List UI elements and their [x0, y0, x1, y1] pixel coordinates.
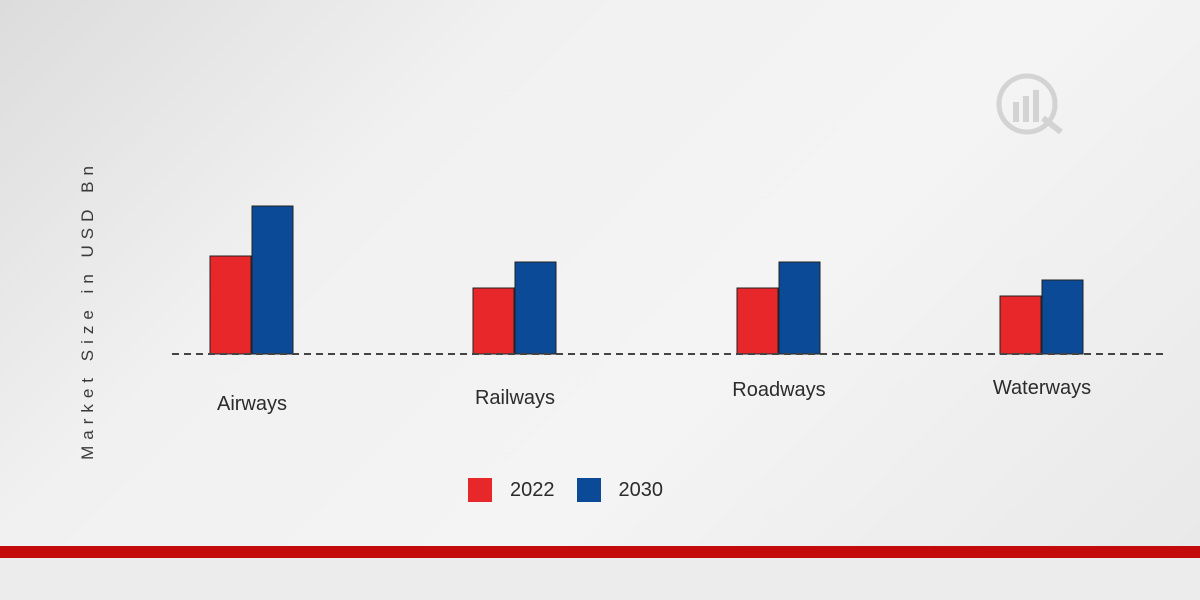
- bar-waterways-2030: [1041, 279, 1084, 355]
- bar-railways-2022: [472, 287, 515, 355]
- bar-roadways-2030: [778, 261, 821, 355]
- bar-railways-2030: [514, 261, 557, 355]
- x-tick-label-airways: Airways: [216, 393, 288, 415]
- legend-swatch-2030: [576, 478, 601, 502]
- x-tick-label-waterways: Waterways: [992, 377, 1092, 399]
- y-axis-label: Market Size in USD Bn: [78, 160, 97, 460]
- legend-swatch-2022: [468, 478, 492, 502]
- legend-item-2022: 2022: [468, 478, 555, 502]
- footer-accent-bar: [0, 546, 1200, 558]
- bar-airways-2030: [251, 205, 294, 355]
- x-tick-label-railways: Railways: [474, 387, 556, 409]
- legend-label-2022: 2022: [510, 478, 555, 501]
- legend: 2022 2030: [468, 478, 685, 502]
- legend-item-2030: 2030: [576, 478, 664, 502]
- bar-waterways-2022: [999, 295, 1042, 355]
- x-tick-label-roadways: Roadways: [732, 379, 826, 401]
- legend-label-2030: 2030: [618, 478, 664, 501]
- bar-roadways-2022: [736, 287, 779, 355]
- logo-watermark-icon: [996, 73, 1063, 135]
- footer-area: [0, 558, 1200, 600]
- bar-airways-2022: [209, 255, 252, 355]
